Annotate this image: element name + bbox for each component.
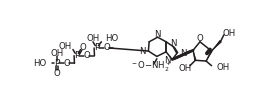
Text: P: P	[94, 44, 100, 53]
Text: N: N	[139, 47, 145, 56]
Text: N: N	[154, 30, 161, 39]
Text: O: O	[53, 69, 60, 78]
Text: P: P	[74, 51, 79, 60]
Polygon shape	[193, 50, 196, 60]
Text: OH: OH	[50, 49, 63, 58]
Text: N: N	[170, 39, 176, 48]
Text: HO: HO	[105, 34, 119, 43]
Text: N: N	[180, 49, 186, 58]
Polygon shape	[211, 40, 222, 51]
Polygon shape	[206, 51, 213, 61]
Text: O: O	[79, 43, 86, 52]
Text: OH: OH	[58, 42, 71, 51]
Text: O: O	[103, 44, 110, 53]
Text: OH: OH	[222, 29, 235, 38]
Text: O: O	[63, 59, 70, 68]
Text: HO: HO	[34, 59, 47, 68]
Text: O: O	[197, 34, 203, 43]
Text: N: N	[164, 56, 171, 65]
Text: P: P	[54, 59, 60, 68]
Text: O: O	[83, 51, 90, 60]
Text: $^-$O$-$NH$_2^+$: $^-$O$-$NH$_2^+$	[130, 60, 172, 74]
Text: OH: OH	[179, 64, 192, 73]
Text: OH: OH	[86, 34, 100, 43]
Text: OH: OH	[217, 63, 230, 72]
